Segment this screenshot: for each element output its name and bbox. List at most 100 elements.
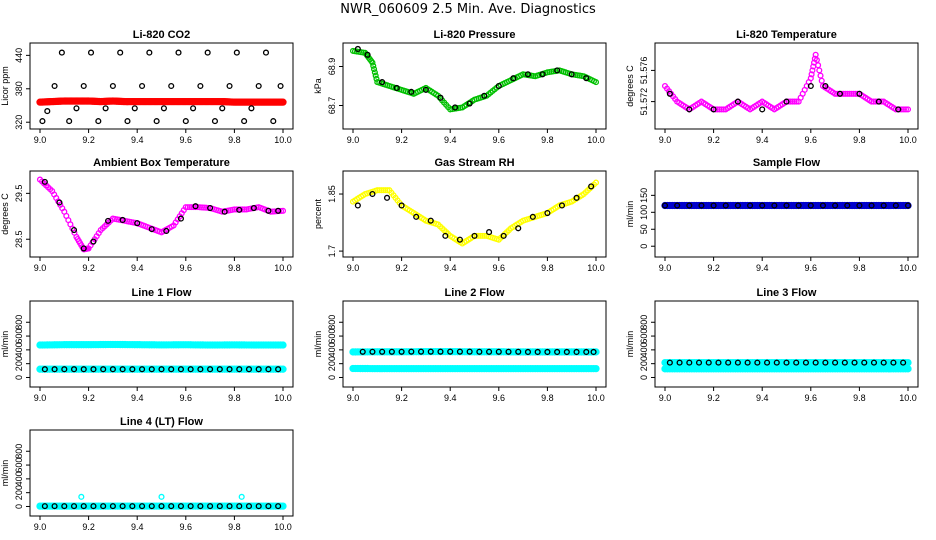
- data-point: [236, 206, 243, 213]
- data-point: [371, 69, 378, 76]
- x-tick-label: 10.0: [274, 522, 292, 532]
- series-raw: [349, 47, 600, 113]
- data-point: [841, 359, 848, 366]
- plot-frame: [29, 42, 294, 130]
- data-point: [73, 105, 80, 112]
- data-point: [437, 348, 444, 355]
- x-tick-label: 9.6: [493, 393, 506, 403]
- data-point: [773, 359, 780, 366]
- y-tick-label: 320: [14, 115, 24, 130]
- data-point: [279, 98, 287, 106]
- series-raw-high: [36, 340, 287, 349]
- page-title: NWR_060609 2.5 Min. Ave. Diagnostics: [340, 2, 596, 17]
- chart-temperature: Li-820 Temperature 9.0 9.2 9.4 9.6 9.8 10.0 51.…: [625, 29, 919, 145]
- data-point: [808, 71, 815, 78]
- x-tick-label: 9.2: [707, 263, 720, 273]
- y-axis-label: degrees C: [0, 193, 10, 235]
- y-axis-label: Licor ppm: [0, 66, 10, 106]
- data-point: [890, 359, 897, 366]
- data-point: [398, 202, 405, 209]
- data-point: [851, 359, 858, 366]
- y-axis-label: percent: [313, 198, 323, 229]
- data-point: [270, 118, 277, 125]
- series-raw: [661, 51, 912, 113]
- data-point: [80, 245, 87, 252]
- data-point: [868, 98, 875, 105]
- data-point: [846, 90, 853, 97]
- x-tick-label: 9.4: [756, 393, 769, 403]
- x-tick-label: 9.2: [82, 393, 95, 403]
- data-point: [275, 207, 282, 214]
- y-tick-label: 800: [639, 315, 649, 330]
- data-point: [734, 359, 741, 366]
- y-tick-label: 68.9: [327, 58, 337, 76]
- x-tick-label: 10.0: [587, 135, 605, 145]
- data-point: [109, 82, 116, 90]
- data-point: [588, 183, 595, 190]
- data-point: [787, 98, 794, 105]
- data-point: [124, 118, 131, 125]
- y-tick-label: 600: [327, 329, 337, 344]
- data-point: [902, 106, 910, 113]
- chart-ambient: Ambient Box Temperature 9.0 9.2 9.4 9.6 9.8 10…: [0, 157, 294, 273]
- data-point: [848, 90, 855, 97]
- y-tick-label: 800: [327, 315, 337, 330]
- data-point: [233, 206, 240, 213]
- series-raw: [36, 97, 287, 106]
- data-point: [80, 503, 87, 510]
- data-point: [452, 104, 459, 111]
- x-tick-label: 9.4: [131, 522, 144, 532]
- data-point: [477, 232, 484, 239]
- x-tick-label: 9.8: [853, 393, 866, 403]
- data-point: [850, 90, 857, 97]
- data-point: [175, 49, 182, 56]
- data-point: [197, 82, 204, 90]
- data-point: [148, 503, 155, 510]
- y-tick-label: 400: [327, 342, 337, 357]
- data-point: [447, 348, 454, 355]
- data-point: [70, 366, 78, 373]
- x-tick-label: 9.2: [707, 135, 720, 145]
- data-point: [388, 348, 395, 355]
- data-point: [725, 359, 732, 366]
- y-tick-label: 400: [639, 342, 649, 357]
- data-point: [109, 366, 116, 373]
- data-point: [466, 348, 473, 355]
- data-point: [789, 98, 796, 105]
- data-point: [153, 118, 160, 125]
- data-point: [370, 62, 377, 69]
- data-point: [51, 366, 58, 373]
- data-point: [832, 359, 839, 366]
- data-point: [56, 199, 63, 206]
- data-point: [90, 503, 97, 510]
- x-tick-label: 10.0: [587, 393, 605, 403]
- x-tick-label: 9.8: [228, 393, 241, 403]
- data-point: [817, 72, 824, 79]
- data-point: [870, 359, 878, 366]
- x-tick-label: 9.6: [805, 263, 818, 273]
- data-point: [900, 359, 907, 366]
- x-tick-label: 10.0: [274, 393, 292, 403]
- data-point: [226, 366, 233, 373]
- data-point: [177, 503, 184, 510]
- data-point: [197, 503, 204, 510]
- plot-frame: [29, 429, 294, 517]
- y-tick-label: 380: [14, 81, 24, 96]
- data-point: [207, 366, 214, 373]
- y-tick-label: 51.576: [639, 57, 649, 85]
- y-tick-label: 200: [327, 356, 337, 371]
- data-point: [473, 232, 480, 239]
- data-point: [661, 202, 669, 209]
- y-tick-label: 0: [639, 244, 649, 249]
- x-tick-label: 9.8: [541, 135, 554, 145]
- data-point: [187, 503, 194, 510]
- data-point: [892, 106, 899, 113]
- data-point: [216, 503, 223, 510]
- data-point: [422, 86, 429, 93]
- data-point: [832, 202, 839, 209]
- data-point: [119, 503, 126, 510]
- series-averages: [359, 348, 597, 355]
- data-point: [378, 187, 385, 194]
- data-point: [809, 67, 816, 74]
- data-point: [456, 348, 463, 355]
